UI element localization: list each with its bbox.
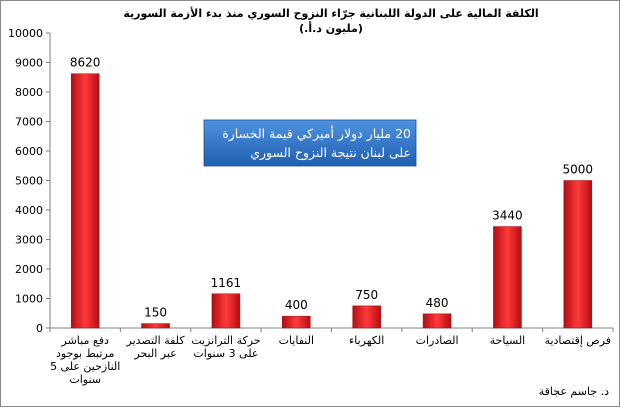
category-label-line: كلفة التصدير (126, 334, 186, 347)
bar (282, 315, 311, 329)
y-tick-label: 9000 (15, 57, 43, 70)
callout-background (203, 119, 417, 167)
data-label: 1161 (211, 276, 242, 290)
category-label-line: سنوات (69, 373, 101, 386)
y-axis: 0 1000 2000 3000 4000 5000 6000 7000 8000 9000 100… (8, 27, 51, 335)
bars-group (70, 73, 593, 329)
category-label-line: فرص إقتصادية (545, 334, 612, 347)
y-tick-label: 7000 (15, 116, 43, 129)
category-label-line: على 3 سنوات (193, 347, 258, 360)
category-label: السياحة (490, 334, 526, 347)
category-label: الكهرباء (349, 334, 384, 347)
category-label-line: الكهرباء (349, 334, 384, 347)
y-tick-label: 8000 (15, 86, 43, 99)
y-tick-label: 1000 (15, 293, 43, 306)
data-label: 750 (355, 288, 378, 302)
chart-subtitle: (مليون د.أ.) (299, 21, 363, 35)
data-labels-group: 8620 150 1161 400 750 480 3440 5000 (70, 56, 593, 320)
y-tick-label: 4000 (15, 204, 43, 217)
x-axis (49, 327, 614, 332)
data-label: 480 (426, 296, 449, 310)
data-label: 400 (285, 298, 308, 312)
bar (211, 293, 241, 329)
data-label: 8620 (70, 56, 101, 70)
category-label-line: السياحة (490, 334, 526, 347)
category-label-line: عبر البحر (133, 347, 176, 360)
category-label-line: دفع مباشر (61, 334, 109, 347)
bar (493, 226, 522, 329)
callout-line-2: على لبنان نتيجة النزوح السوري (250, 145, 411, 161)
category-label: كلفة التصدير عبر البحر (126, 334, 186, 360)
y-tick-label: 10000 (8, 27, 43, 40)
bar (422, 313, 452, 329)
category-label: فرص إقتصادية (545, 334, 612, 347)
bar (70, 73, 100, 329)
data-label: 5000 (563, 163, 594, 177)
author-credit: د. جاسم عجاقة (539, 385, 609, 398)
y-tick-label: 2000 (15, 263, 43, 276)
bar (563, 180, 593, 329)
category-label: الصادرات (416, 334, 459, 347)
bar (352, 305, 381, 329)
category-label-line: الصادرات (416, 334, 459, 347)
category-label-line: النفايات (279, 334, 314, 347)
data-label: 3440 (492, 209, 523, 223)
category-label: دفع مباشر مرتبط بوجود النازحين على 5 سنوات (50, 334, 120, 386)
category-label-line: النازحين على 5 (50, 360, 120, 373)
y-tick-label: 3000 (15, 234, 43, 247)
data-label: 150 (144, 306, 167, 320)
category-label-line: حركة الترانزيت (191, 334, 260, 347)
y-tick-label: 6000 (15, 145, 43, 158)
callout-line-1: 20 مليار دولار أميركي قيمة الخسارة (222, 125, 411, 142)
category-label-line: مرتبط بوجود (56, 347, 115, 360)
y-tick-label: 5000 (15, 175, 43, 188)
category-labels-group: دفع مباشر مرتبط بوجود النازحين على 5 سنواتك… (50, 334, 611, 386)
y-tick-label: 0 (36, 322, 43, 335)
chart-title: الكلفة المالية على الدولة اللبنانية جرّا… (123, 6, 538, 20)
bar (141, 323, 170, 329)
category-label: حركة الترانزيت على 3 سنوات (191, 334, 260, 360)
callout-box: 20 مليار دولار أميركي قيمة الخسارة على ل… (203, 119, 417, 167)
category-label: النفايات (279, 334, 314, 347)
